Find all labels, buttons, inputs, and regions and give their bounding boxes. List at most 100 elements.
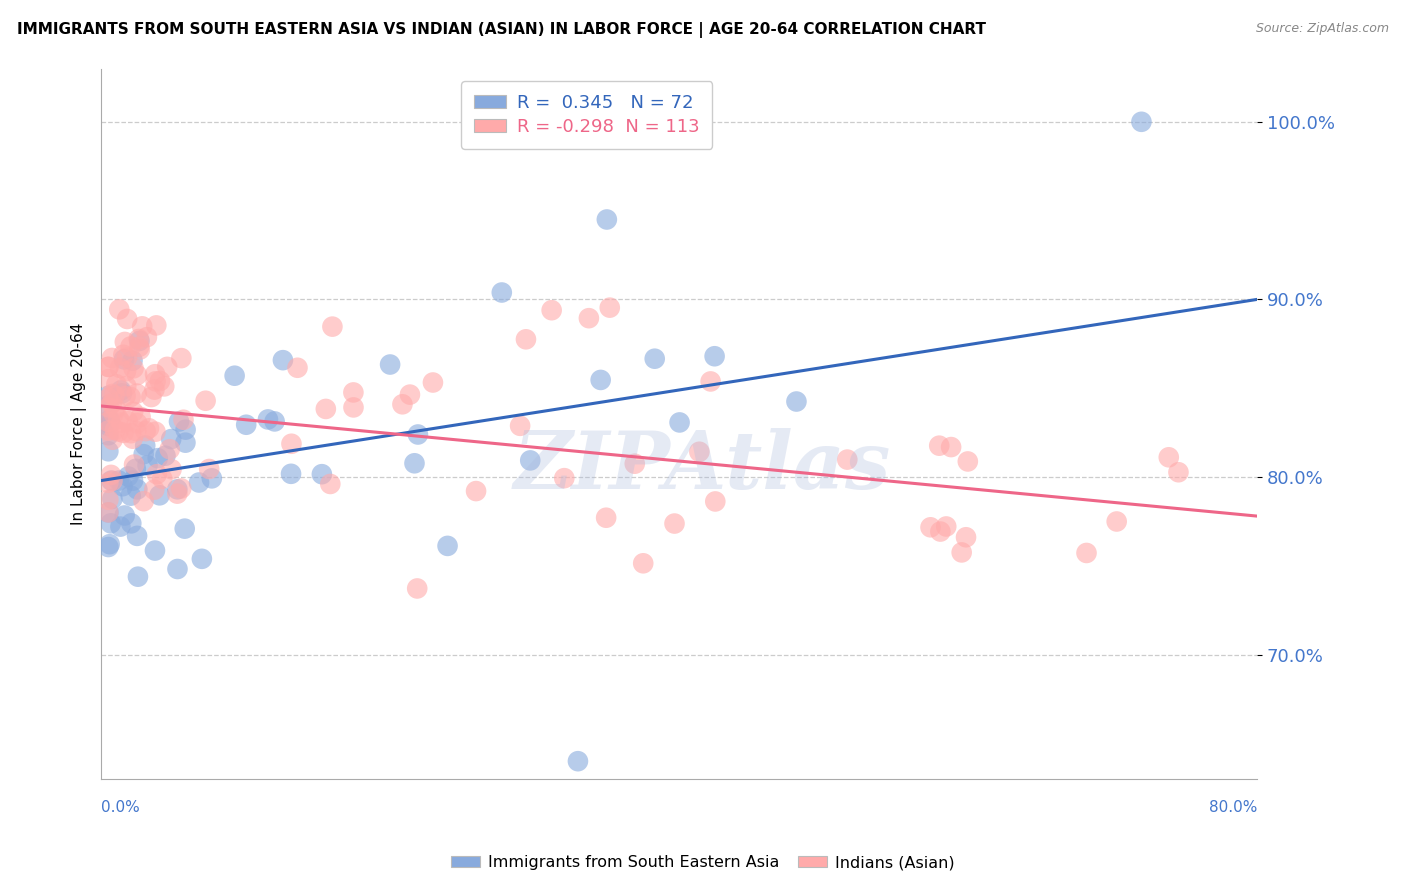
- Point: [128, 332, 150, 346]
- Point: [465, 484, 488, 499]
- Text: IMMIGRANTS FROM SOUTH EASTERN ASIA VS INDIAN (ASIAN) IN LABOR FORCE | AGE 20-64 : IMMIGRANTS FROM SOUTH EASTERN ASIA VS IN…: [17, 22, 986, 38]
- Text: 80.0%: 80.0%: [1209, 800, 1257, 815]
- Point: [623, 457, 645, 471]
- Point: [837, 452, 859, 467]
- Point: [378, 358, 401, 372]
- Point: [97, 505, 120, 519]
- Point: [97, 428, 120, 442]
- Point: [170, 482, 193, 496]
- Point: [668, 416, 690, 430]
- Point: [128, 340, 150, 354]
- Point: [166, 562, 188, 576]
- Point: [595, 510, 617, 524]
- Point: [540, 303, 562, 318]
- Point: [103, 406, 125, 420]
- Point: [149, 374, 172, 388]
- Point: [104, 401, 127, 416]
- Point: [146, 467, 169, 482]
- Point: [97, 401, 120, 415]
- Point: [920, 520, 942, 534]
- Point: [955, 530, 977, 544]
- Point: [101, 491, 124, 506]
- Point: [97, 359, 120, 374]
- Point: [115, 351, 138, 365]
- Point: [263, 414, 285, 428]
- Point: [129, 409, 152, 424]
- Point: [143, 483, 166, 497]
- Point: [146, 451, 169, 466]
- Point: [191, 551, 214, 566]
- Point: [121, 353, 143, 368]
- Point: [134, 439, 156, 453]
- Point: [929, 524, 952, 539]
- Point: [97, 540, 120, 554]
- Point: [127, 368, 149, 383]
- Point: [131, 319, 153, 334]
- Point: [1167, 465, 1189, 479]
- Point: [112, 352, 135, 367]
- Point: [125, 529, 148, 543]
- Point: [160, 432, 183, 446]
- Point: [167, 415, 190, 429]
- Point: [111, 479, 134, 493]
- Point: [342, 385, 364, 400]
- Point: [100, 467, 122, 482]
- Point: [97, 492, 120, 507]
- Point: [100, 516, 122, 531]
- Point: [97, 505, 120, 519]
- Point: [97, 372, 120, 386]
- Point: [174, 435, 197, 450]
- Point: [311, 467, 333, 482]
- Point: [174, 423, 197, 437]
- Point: [110, 384, 132, 398]
- Point: [166, 483, 188, 497]
- Point: [589, 373, 612, 387]
- Point: [135, 424, 157, 438]
- Point: [342, 401, 364, 415]
- Point: [132, 494, 155, 508]
- Point: [688, 444, 710, 458]
- Point: [120, 516, 142, 531]
- Point: [97, 415, 120, 429]
- Point: [156, 359, 179, 374]
- Point: [101, 474, 124, 488]
- Point: [785, 394, 807, 409]
- Point: [491, 285, 513, 300]
- Point: [112, 348, 135, 362]
- Point: [97, 424, 120, 438]
- Point: [703, 349, 725, 363]
- Point: [125, 462, 148, 476]
- Point: [399, 387, 422, 401]
- Point: [166, 486, 188, 500]
- Point: [145, 318, 167, 333]
- Point: [404, 456, 426, 470]
- Point: [173, 413, 195, 427]
- Point: [321, 319, 343, 334]
- Point: [599, 301, 621, 315]
- Point: [173, 522, 195, 536]
- Point: [97, 359, 120, 374]
- Point: [159, 442, 181, 457]
- Point: [143, 383, 166, 397]
- Point: [138, 421, 160, 435]
- Point: [644, 351, 666, 366]
- Point: [97, 416, 120, 430]
- Point: [145, 374, 167, 388]
- Point: [117, 414, 139, 428]
- Point: [97, 399, 120, 413]
- Point: [406, 427, 429, 442]
- Point: [103, 388, 125, 402]
- Point: [515, 332, 537, 346]
- Point: [97, 389, 120, 403]
- Legend: R =  0.345   N = 72, R = -0.298  N = 113: R = 0.345 N = 72, R = -0.298 N = 113: [461, 81, 713, 149]
- Point: [257, 412, 280, 426]
- Point: [141, 390, 163, 404]
- Point: [128, 334, 150, 348]
- Y-axis label: In Labor Force | Age 20-64: In Labor Force | Age 20-64: [72, 323, 87, 524]
- Point: [122, 458, 145, 472]
- Point: [956, 454, 979, 468]
- Point: [112, 425, 135, 440]
- Point: [120, 426, 142, 441]
- Point: [101, 387, 124, 401]
- Point: [122, 361, 145, 376]
